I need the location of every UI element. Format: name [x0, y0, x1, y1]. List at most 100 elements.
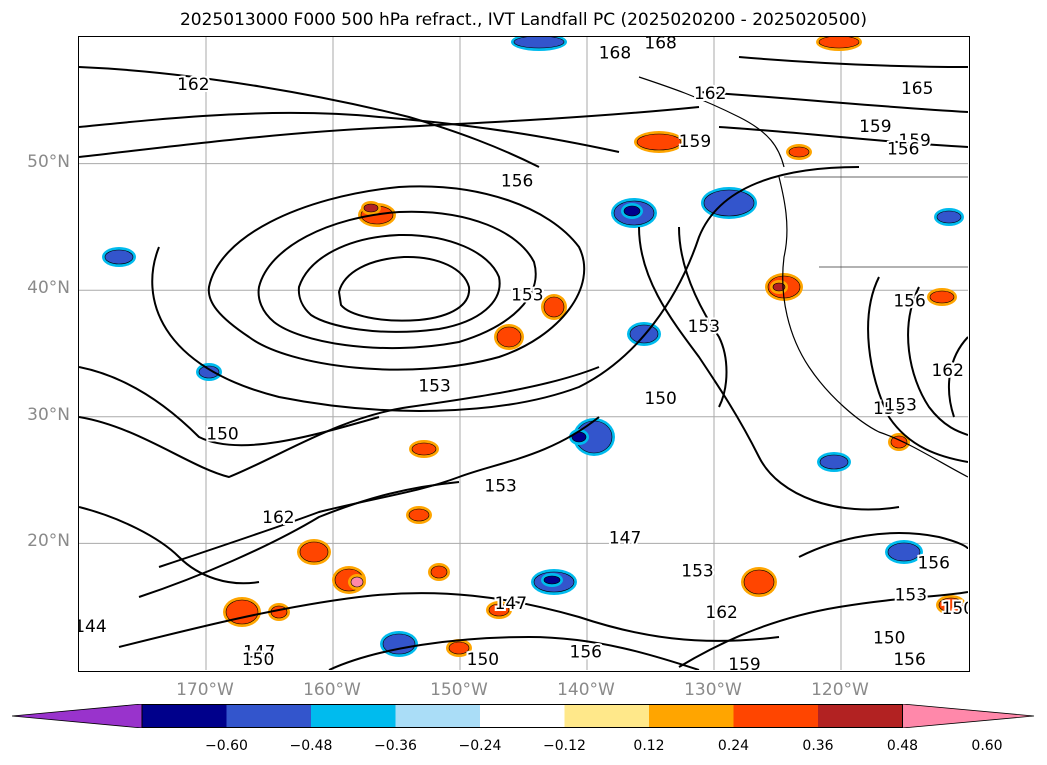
lat-label: 30°N — [27, 404, 70, 425]
contour-label: 162 — [931, 361, 963, 381]
contour-line — [638, 226, 900, 511]
colorbar-segment — [818, 704, 903, 728]
contour-label: 156 — [893, 292, 925, 312]
colorbar-segment — [311, 704, 396, 728]
colorbar-segment — [733, 704, 818, 728]
coastlines — [638, 76, 968, 478]
contour-line — [138, 481, 460, 598]
lat-label: 20°N — [27, 531, 70, 552]
anomaly-blob — [788, 146, 810, 158]
contour-label: 150 — [467, 650, 499, 670]
state-border — [784, 176, 968, 268]
colorbar-segment — [649, 704, 734, 728]
colorbar-tick-label: −0.36 — [374, 738, 417, 754]
anomaly-blob — [448, 641, 470, 655]
lon-label: 130°W — [684, 680, 742, 700]
contour-label: 162 — [694, 84, 726, 104]
contour-label: 153 — [681, 561, 713, 581]
colorbar-segment — [564, 704, 649, 728]
contour-label: 144 — [79, 617, 107, 637]
contour-label: 153 — [418, 376, 450, 396]
contour-line — [207, 185, 586, 371]
colorbar-tick-label: −0.60 — [205, 738, 248, 754]
anomaly-blob — [623, 205, 641, 217]
contour-label: 147 — [495, 594, 527, 614]
anomaly-blob — [772, 282, 786, 292]
contour-label: 156 — [501, 171, 533, 191]
colorbar-tick-label: 0.60 — [971, 738, 1003, 754]
contour-label: 159 — [859, 117, 891, 137]
contour-line — [79, 366, 380, 447]
anomaly-blob — [496, 326, 522, 348]
coastline — [778, 176, 968, 478]
contour-label: 156 — [873, 399, 905, 419]
contour-label: 165 — [901, 79, 933, 99]
colorbar-segment — [480, 704, 565, 728]
contour-label: 156 — [570, 642, 602, 662]
colorbar-tick-label: −0.24 — [458, 738, 502, 754]
anomaly-blob — [104, 249, 134, 265]
colorbar-tick-label: 0.12 — [633, 738, 665, 754]
anomaly-blob — [629, 324, 659, 344]
anomaly-blob — [299, 541, 329, 563]
contour-label: 150 — [942, 599, 968, 619]
anomaly-blob — [703, 189, 755, 217]
colorbar-segment — [226, 704, 311, 728]
contour-label: 150 — [873, 628, 905, 648]
lat-label: 50°N — [27, 151, 70, 172]
contour-label: 156 — [917, 554, 949, 574]
map-panel[interactable]: 162 168 168 162 165 159 159 159 156 156 153 153 153 1… — [78, 36, 970, 672]
contour-line — [297, 233, 501, 333]
anomaly-blob — [887, 542, 921, 562]
contour-label: 147 — [609, 528, 641, 548]
anomaly-blob — [363, 203, 379, 213]
contour-line — [718, 126, 968, 148]
anomaly-blob — [225, 599, 259, 625]
anomaly-blob — [743, 569, 775, 595]
anomaly-blob — [382, 633, 416, 655]
contour-line — [337, 255, 471, 322]
contour-label: 153 — [511, 285, 543, 305]
contour-label: 147 — [243, 642, 275, 662]
anomaly-blob — [543, 575, 561, 585]
anomaly-blob — [430, 565, 448, 579]
contour-line — [738, 56, 968, 68]
anomaly-blob — [350, 576, 364, 588]
colorbar-segment — [142, 704, 227, 728]
contour-line — [698, 91, 968, 113]
lon-label: 150°W — [430, 680, 488, 700]
lon-label: 140°W — [557, 680, 615, 700]
contour-line — [79, 66, 540, 168]
contour-label: 153 — [895, 585, 927, 605]
contour-line — [257, 210, 537, 350]
lon-label: 160°W — [303, 680, 361, 700]
contour-label: 162 — [177, 75, 209, 95]
contour-line — [158, 416, 600, 568]
contour-line — [678, 591, 968, 668]
refractivity-shading — [102, 37, 966, 657]
contour-line — [79, 106, 700, 158]
contour-line — [867, 276, 968, 463]
anomaly-blob — [936, 210, 962, 224]
anomaly-blob — [198, 365, 220, 379]
colorbar-tick-label: −0.48 — [289, 738, 333, 754]
anomaly-blob — [929, 290, 955, 304]
contour-line — [948, 336, 968, 418]
contour-label: 168 — [644, 37, 676, 53]
contour-line — [151, 166, 860, 412]
anomaly-blob — [818, 37, 860, 49]
colorbar-segment — [395, 704, 480, 728]
contour-lines — [79, 56, 968, 670]
anomaly-blob — [543, 296, 565, 318]
contour-label: 159 — [679, 132, 711, 152]
contour-label: 156 — [893, 650, 925, 670]
colorbar-tick-label: 0.48 — [886, 738, 919, 754]
colorbar-extend-high — [902, 704, 1035, 728]
contour-label: 150 — [242, 650, 274, 670]
lat-label: 40°N — [27, 278, 70, 299]
anomaly-blob — [513, 37, 565, 49]
contour-line — [678, 226, 728, 408]
anomaly-blob — [636, 133, 682, 151]
contour-label: 168 — [599, 43, 631, 63]
